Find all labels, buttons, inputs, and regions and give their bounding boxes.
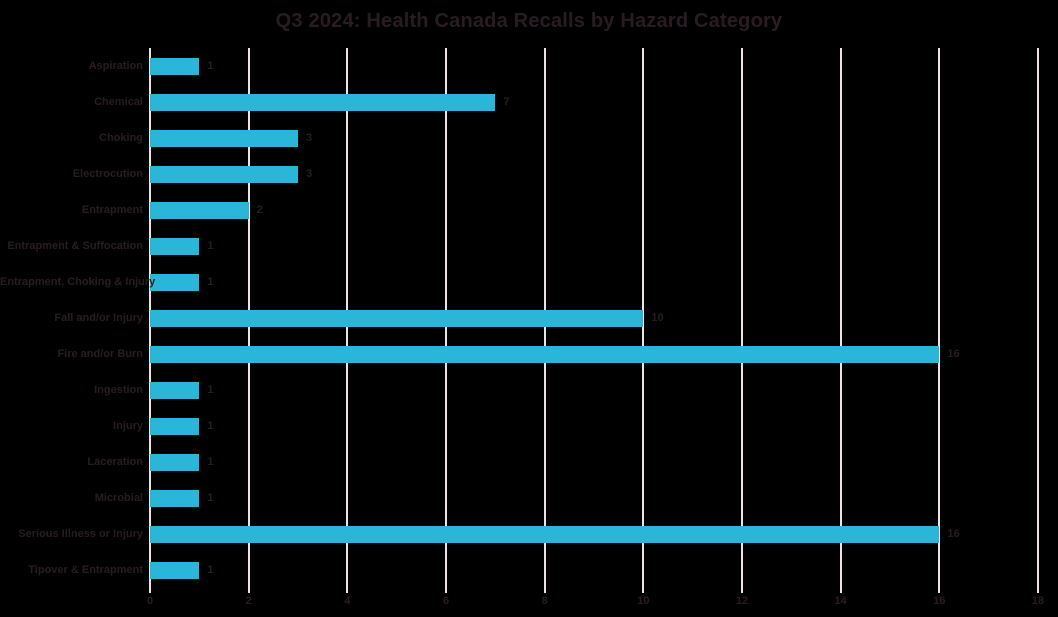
bar-value-label: 1 xyxy=(207,383,214,396)
x-axis-tick-label: 2 xyxy=(245,595,252,607)
bar xyxy=(150,57,200,75)
bar-value-label: 1 xyxy=(207,419,214,432)
category-label: Injury xyxy=(113,420,143,432)
x-axis-tick-label: 0 xyxy=(146,595,154,607)
bar xyxy=(150,93,496,111)
gridline xyxy=(642,48,645,593)
bar xyxy=(150,453,200,471)
bar xyxy=(150,525,940,543)
bar-value-label: 1 xyxy=(207,491,214,504)
category-label: Serious Illness or Injury xyxy=(18,528,143,540)
bar xyxy=(150,237,200,255)
x-axis-tick-label: 4 xyxy=(344,595,351,607)
bar xyxy=(150,165,298,183)
bar xyxy=(150,273,200,291)
x-axis-tick-label: 18 xyxy=(1031,595,1045,607)
plot-area: 1 7 3 3 2 1 1 10 16 1 1 1 1 16 1 xyxy=(149,48,1039,593)
bar-value-label: 1 xyxy=(207,239,214,252)
category-label: Fall and/or Injury xyxy=(54,312,143,324)
category-label: Aspiration xyxy=(88,60,143,72)
x-axis-tick-label: 6 xyxy=(442,595,450,607)
bar-value-label: 10 xyxy=(651,311,664,324)
category-label: Microbial xyxy=(94,492,143,504)
bar xyxy=(150,201,249,219)
bar-value-label: 1 xyxy=(207,59,214,72)
bar-value-label: 3 xyxy=(306,131,313,144)
bar-value-label: 1 xyxy=(207,563,214,576)
bar-value-label: 3 xyxy=(306,167,313,180)
gridline xyxy=(938,48,941,593)
x-axis-tick-label: 16 xyxy=(933,595,946,607)
gridline xyxy=(1037,48,1039,593)
category-label: Entrapment, Choking & Injury xyxy=(0,276,156,288)
category-label: Entrapment xyxy=(81,204,143,216)
bar-value-label: 2 xyxy=(256,203,263,216)
bar-value-label: 1 xyxy=(207,275,214,288)
bar xyxy=(150,309,644,327)
bar-value-label: 16 xyxy=(947,347,960,360)
category-label: Tipover & Entrapment xyxy=(28,564,143,576)
category-label: Fire and/or Burn xyxy=(57,348,143,360)
x-axis-tick-label: 14 xyxy=(834,595,847,607)
x-axis-tick-label: 12 xyxy=(735,595,749,607)
x-axis-tick-label: 10 xyxy=(637,595,650,607)
bar xyxy=(150,417,200,435)
category-label: Ingestion xyxy=(94,384,143,396)
category-label: Laceration xyxy=(87,456,143,468)
bar xyxy=(150,129,298,147)
bar-value-label: 1 xyxy=(207,455,214,468)
bar-value-label: 7 xyxy=(503,95,510,108)
bar xyxy=(150,381,200,399)
bar xyxy=(150,345,940,363)
category-label: Entrapment & Suffocation xyxy=(7,240,143,252)
bar xyxy=(150,489,200,507)
x-axis-tick-label: 8 xyxy=(541,595,548,607)
bar xyxy=(150,561,200,579)
gridline xyxy=(741,48,743,593)
category-label: Choking xyxy=(99,132,143,144)
category-label: Electrocution xyxy=(72,168,143,180)
chart-title: Q3 2024: Health Canada Recalls by Hazard… xyxy=(275,10,783,32)
bar-value-label: 16 xyxy=(947,527,960,540)
gridline xyxy=(839,48,842,593)
category-label: Chemical xyxy=(94,96,143,108)
